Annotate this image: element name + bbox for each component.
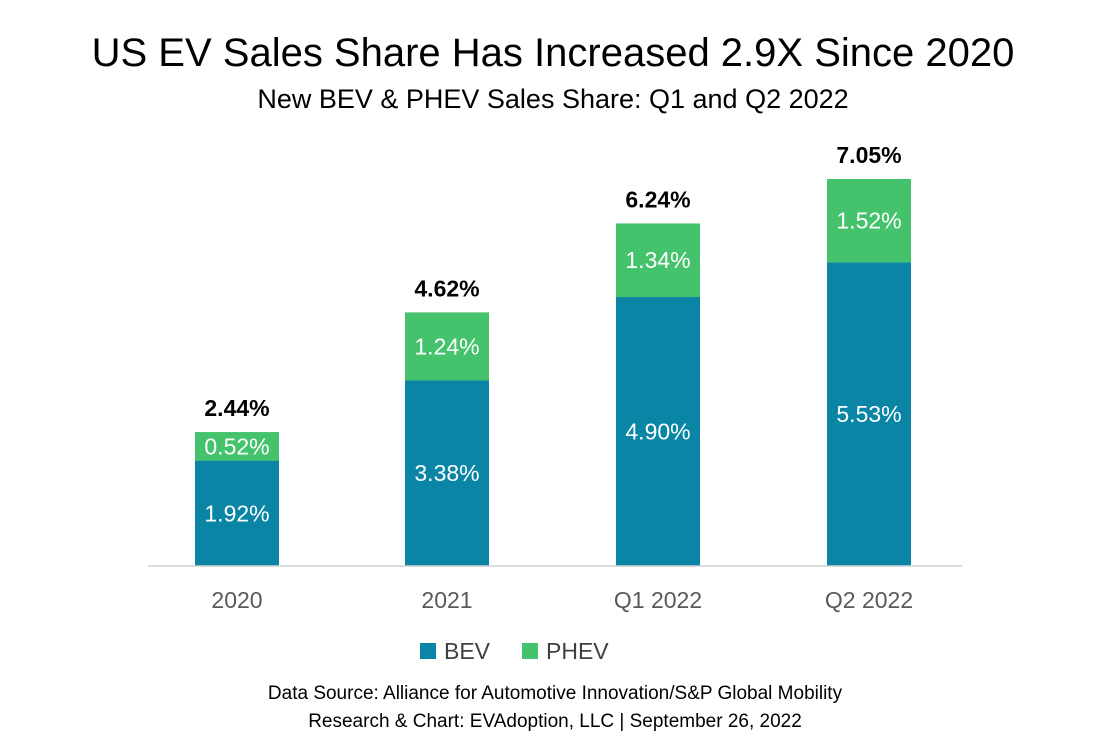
data-label-bev-1: 3.38%	[414, 460, 479, 486]
x-tick-label-3: Q2 2022	[825, 587, 913, 613]
total-label-2: 6.24%	[625, 186, 690, 212]
bar-phev-1	[405, 312, 489, 381]
data-label-phev-1: 1.24%	[414, 333, 479, 359]
total-label-3: 7.05%	[836, 142, 901, 168]
source-line: Data Source: Alliance for Automotive Inn…	[268, 683, 843, 704]
bar-bev-1	[405, 380, 489, 566]
data-label-phev-2: 1.34%	[625, 247, 690, 273]
data-label-phev-0: 0.52%	[204, 433, 269, 459]
data-label-bev-2: 4.90%	[625, 419, 690, 445]
bar-phev-0	[195, 432, 279, 461]
x-tick-label-0: 2020	[211, 587, 262, 613]
legend-label-phev: PHEV	[546, 638, 609, 664]
total-label-1: 4.62%	[414, 275, 479, 301]
data-label-bev-0: 1.92%	[204, 500, 269, 526]
total-label-0: 2.44%	[204, 395, 269, 421]
x-tick-label-2: Q1 2022	[614, 587, 702, 613]
bar-bev-2	[616, 297, 700, 566]
chart-subtitle: New BEV & PHEV Sales Share: Q1 and Q2 20…	[257, 84, 848, 114]
data-label-bev-3: 5.53%	[836, 401, 901, 427]
bar-phev-3	[827, 179, 911, 263]
bar-phev-2	[616, 223, 700, 298]
legend-swatch-phev	[522, 643, 538, 659]
credit-line: Research & Chart: EVAdoption, LLC | Sept…	[308, 711, 802, 732]
data-label-phev-3: 1.52%	[836, 208, 901, 234]
x-tick-label-1: 2021	[421, 587, 472, 613]
bar-bev-3	[827, 262, 911, 566]
legend-label-bev: BEV	[444, 638, 491, 664]
legend-swatch-bev	[420, 643, 436, 659]
bar-bev-0	[195, 460, 279, 566]
bars-group: 1.92% 0.52% 2.44% 3.38% 1.24% 4.62% 4.90% 1.34%…	[195, 142, 911, 566]
x-tick-labels: 2020 2021 Q1 2022 Q2 2022	[211, 587, 913, 613]
legend: BEV PHEV	[420, 638, 609, 664]
chart-title: US EV Sales Share Has Increased 2.9X Sin…	[92, 31, 1015, 75]
